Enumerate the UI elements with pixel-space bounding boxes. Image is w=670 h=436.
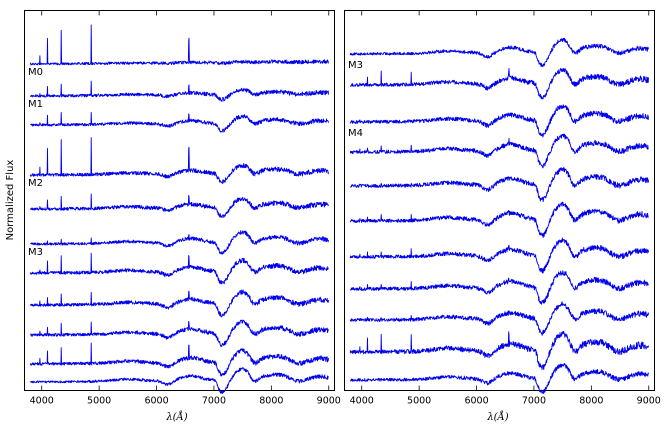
spectrum-line [29,252,329,285]
x-tick-label: 7000 [522,396,546,407]
left-x-ticks: 4000 5000 6000 7000 8000 9000 [30,10,341,407]
spectrum-line [29,137,329,185]
spectrum-line [29,193,329,218]
left-plot-frame [24,10,335,391]
y-axis-label: Normalized Flux [5,160,16,241]
spectrum-line [29,24,329,66]
x-tick-label: 4000 [350,396,374,407]
spectrum-line [350,270,649,305]
x-tick-label: 7000 [202,396,226,407]
spectrum-line [30,112,329,133]
spectrum-line [350,166,649,203]
spectral-type-label: M3 [28,247,43,258]
x-tick-label: 9000 [317,396,341,407]
spectrum-line [349,363,649,394]
spectrum-line [29,342,329,377]
spectral-type-label: M2 [28,178,43,189]
spectrum-line [29,367,329,394]
right-spectral-type-labels: M3 M4 [348,60,363,139]
x-tick-label: 8000 [259,396,283,407]
x-tick-label: 4000 [30,396,54,407]
x-tick-label: 9000 [637,396,661,407]
x-tick-label: 8000 [579,396,603,407]
spectrum-line [349,201,649,239]
right-panel: 4000 5000 6000 7000 8000 9000 M3 M4 λ(Å) [344,10,661,423]
spectrum-line [349,37,649,68]
spectrum-line [29,319,329,348]
spectrum-line [349,330,649,371]
spectrum-line [349,237,649,274]
right-plot-frame [344,10,655,391]
x-tick-label: 6000 [464,396,488,407]
spectral-type-label: M3 [348,60,363,71]
spectral-type-label: M0 [28,67,43,78]
spectrum-line [349,301,649,336]
left-spectral-type-labels: M0 M1 M2 M3 [28,67,43,258]
x-tick-label: 5000 [87,396,111,407]
left-panel: 4000 5000 6000 7000 8000 9000 M0 M1 M2 M3 λ(Å) N… [5,10,341,423]
spectrum-line [29,80,329,102]
left-spectra [29,24,329,394]
right-x-axis-label: λ(Å) [486,411,508,423]
spectrum-line [350,67,649,100]
right-spectra [349,37,649,394]
spectrum-line [30,230,329,255]
x-tick-label: 6000 [144,396,168,407]
spectrum-line [349,104,649,138]
spectral-type-label: M1 [28,99,43,110]
spectral-type-label: M4 [348,128,363,139]
right-x-ticks: 4000 5000 6000 7000 8000 9000 [350,10,661,407]
spectrum-line [349,133,649,169]
x-tick-label: 5000 [407,396,431,407]
spectrum-line [29,289,329,318]
left-x-axis-label: λ(Å) [165,411,187,423]
